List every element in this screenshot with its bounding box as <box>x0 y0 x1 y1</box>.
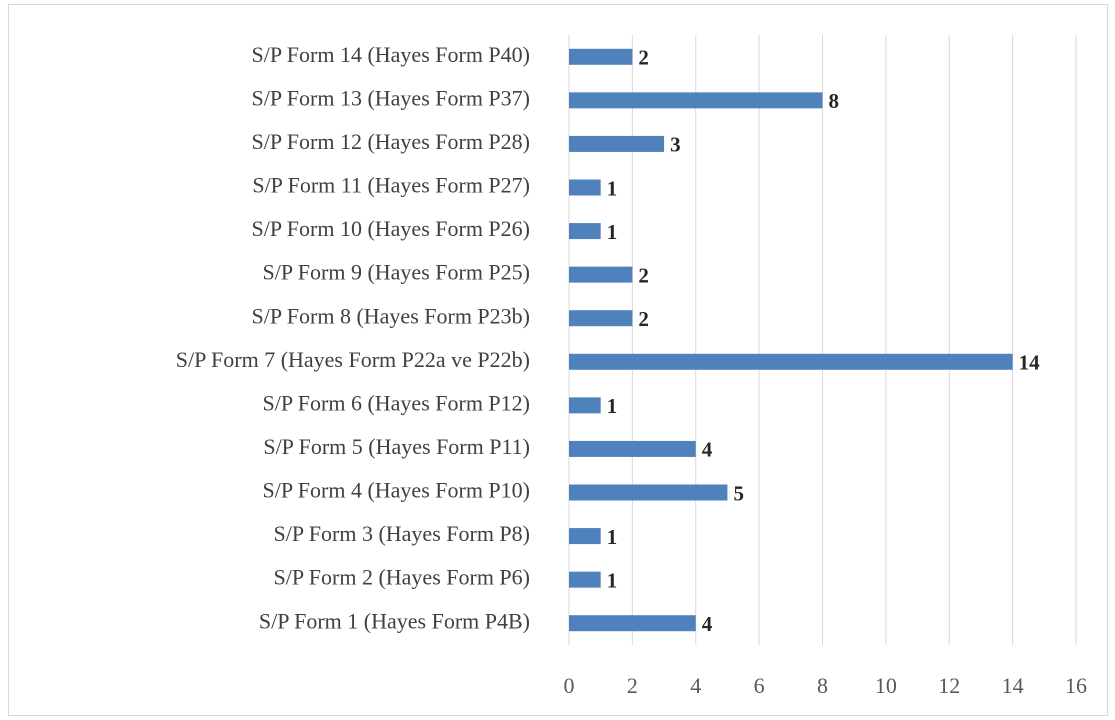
data-label: 3 <box>670 133 681 157</box>
data-label: 1 <box>607 176 618 200</box>
y-tick-label: S/P Form 5 (Hayes Form P11) <box>263 434 530 459</box>
y-tick-label: S/P Form 2 (Hayes Form P6) <box>274 565 530 590</box>
bar <box>569 571 601 588</box>
data-label: 5 <box>733 481 744 505</box>
x-tick-label: 10 <box>875 673 897 698</box>
data-label: 1 <box>607 525 618 549</box>
bar <box>569 48 633 65</box>
bar <box>569 92 823 109</box>
data-label: 1 <box>607 394 618 418</box>
x-tick-label: 8 <box>817 673 828 698</box>
x-tick-label: 12 <box>938 673 960 698</box>
bar <box>569 179 601 196</box>
y-tick-label: S/P Form 12 (Hayes Form P28) <box>252 129 530 154</box>
y-tick-label: S/P Form 9 (Hayes Form P25) <box>263 260 530 285</box>
y-tick-label: S/P Form 3 (Hayes Form P8) <box>274 521 530 546</box>
y-tick-label: S/P Form 13 (Hayes Form P37) <box>252 85 530 110</box>
y-tick-label: S/P Form 4 (Hayes Form P10) <box>263 478 530 503</box>
data-label: 1 <box>607 220 618 244</box>
bar <box>569 484 728 501</box>
y-tick-label: S/P Form 10 (Hayes Form P26) <box>252 216 530 241</box>
y-tick-label: S/P Form 6 (Hayes Form P12) <box>263 390 530 415</box>
y-tick-label: S/P Form 1 (Hayes Form P4B) <box>259 608 530 633</box>
bar <box>569 310 633 327</box>
bar <box>569 353 1013 370</box>
data-label: 4 <box>702 438 713 462</box>
data-label: 2 <box>638 307 649 331</box>
bar <box>569 223 601 240</box>
x-tick-label: 0 <box>564 673 575 698</box>
bar <box>569 266 633 283</box>
bar <box>569 397 601 414</box>
bar <box>569 615 696 632</box>
y-tick-label: S/P Form 8 (Hayes Form P23b) <box>252 303 530 328</box>
data-label: 2 <box>638 46 649 70</box>
x-tick-label: 14 <box>1002 673 1024 698</box>
data-label: 2 <box>638 263 649 287</box>
y-tick-label: S/P Form 14 (Hayes Form P40) <box>252 42 530 67</box>
data-label: 4 <box>702 612 713 636</box>
data-label: 8 <box>829 89 840 113</box>
bar <box>569 135 665 152</box>
x-tick-label: 2 <box>627 673 638 698</box>
x-tick-label: 6 <box>754 673 765 698</box>
bar <box>569 528 601 545</box>
y-tick-label: S/P Form 11 (Hayes Form P27) <box>252 173 530 198</box>
x-tick-label: 4 <box>690 673 701 698</box>
data-label: 14 <box>1019 351 1041 375</box>
x-tick-label: 16 <box>1065 673 1087 698</box>
bar <box>569 440 696 457</box>
data-label: 1 <box>607 568 618 592</box>
y-tick-label: S/P Form 7 (Hayes Form P22a ve P22b) <box>176 347 530 372</box>
